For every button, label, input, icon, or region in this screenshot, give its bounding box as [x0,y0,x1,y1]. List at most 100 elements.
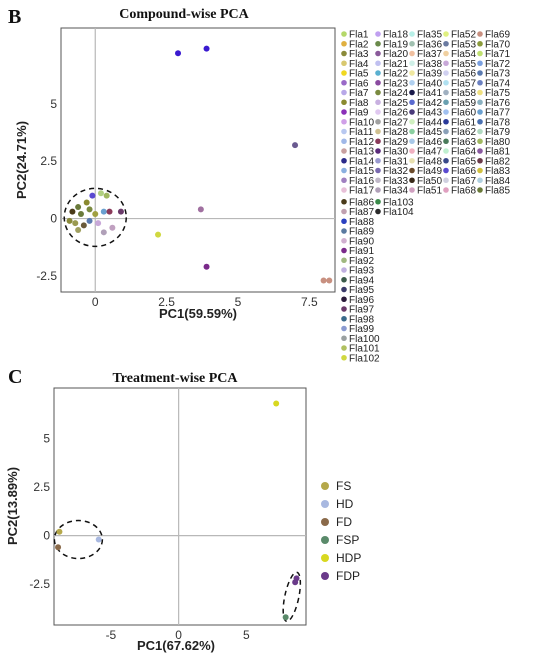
panel-b-point [83,199,90,206]
panel-b-legend-swatch [443,40,449,47]
panel-b-legend-label: Fla56 [451,69,476,80]
panel-b-legend-swatch [341,315,347,322]
panel-b-legend-label: Fla67 [451,176,476,187]
panel-b-point [69,208,76,215]
panel-b-legend-swatch [341,118,347,125]
panel-b-y-ticks: 5 2.5 0 -2.5 [36,97,57,283]
panel-b-legend-swatch [477,138,483,145]
panel-b-legend-label: Fla73 [485,69,510,80]
panel-b-legend-swatch [409,60,415,67]
panel-b-legend-swatch [375,89,381,96]
panel-b-legend-swatch [341,167,347,174]
panel-b-legend-label: Fla48 [417,156,442,167]
panel-b-legend-swatch [409,31,415,37]
panel-b-legend-label: Fla91 [349,246,374,257]
panel-b-legend-swatch [341,286,347,293]
panel-b-point [66,217,73,224]
panel-b-legend-label: Fla36 [417,39,442,50]
panel-c-label: C [8,366,22,388]
panel-c-legend-label: HD [336,497,354,511]
panel-b-legend-label: Fla80 [485,137,510,148]
panel-b-legend-swatch [409,148,415,154]
panel-b-point [72,220,79,227]
panel-b-legend-label: Fla2 [349,39,369,50]
panel-b-legend-swatch [341,31,347,37]
panel-b-legend-label: Fla96 [349,295,374,306]
panel-b-legend-label: Fla89 [349,227,374,238]
panel-b-legend-label: Fla19 [383,39,408,50]
panel-b-legend-swatch [477,99,483,106]
panel-b-legend-label: Fla93 [349,266,374,277]
panel-b-legend-swatch [443,109,449,115]
panel-b-legend-label: Fla104 [383,207,414,218]
panel-b-legend-swatch [477,177,483,184]
panel-b-legend-swatch [341,99,347,106]
panel-b-legend-swatch [375,198,381,205]
panel-b-legend-swatch [375,40,381,47]
panel-b-clusters [63,187,127,248]
panel-b-legend-label: Fla103 [383,197,414,208]
panel-b-legend-swatch [409,167,415,174]
panel-b-legend-label: Fla7 [349,88,369,99]
panel-b-legend-swatch [409,50,415,57]
panel-b-legend-swatch [341,148,347,154]
panel-c-legend-swatch [321,554,329,562]
panel-b-legend-swatch [341,60,347,67]
panel-b-legend-swatch [409,79,415,86]
panel-b-legend-swatch [341,296,347,303]
panel-b-point [100,229,107,236]
panel-b-legend-label: Fla94 [349,275,374,286]
panel-b-legend-swatch [443,31,449,37]
panel-b-legend-swatch [409,118,415,125]
panel-b-legend-label: Fla1 [349,30,369,41]
panel-c-legend-label: FSP [336,533,359,547]
panel-b-legend-label: Fla41 [417,88,442,99]
panel-b-y-tick-label: -2.5 [36,269,57,283]
panel-b-legend-label: Fla82 [485,156,510,167]
panel-b-x-tick-label: 2.5 [158,295,175,309]
panel-b-legend-label: Fla23 [383,78,408,89]
panel-b-legend-label: Fla22 [383,69,408,80]
panel-b-legend-label: Fla98 [349,314,374,325]
panel-c-legend-swatch [321,572,329,580]
panel-b-legend-swatch [375,118,381,125]
panel-b-legend-label: Fla4 [349,59,369,70]
panel-b-legend-label: Fla37 [417,49,442,60]
panel-b-legend-label: Fla57 [451,78,476,89]
panel-b-legend-swatch [341,70,347,76]
panel-b-legend-label: Fla71 [485,49,510,60]
panel-b-legend-label: Fla11 [349,127,374,138]
panel-c-cluster-ellipse-left [53,519,104,560]
panel-c-legend-swatch [321,536,329,544]
panel-b-point [103,192,110,199]
panel-b-legend-label: Fla43 [417,108,442,119]
panel-b-legend-label: Fla29 [383,137,408,148]
panel-b-legend-label: Fla54 [451,49,476,60]
panel-b-legend-swatch [477,157,483,164]
panel-c-point [273,400,280,407]
panel-c-y-tick-label: 0 [43,529,50,543]
panel-b-legend-swatch [375,167,381,174]
panel-b-legend-label: Fla13 [349,147,374,158]
panel-b-point [75,227,82,234]
panel-b-legend-swatch [443,177,449,184]
panel-c-x-ticks: -5 0 5 [106,628,250,642]
panel-b-legend-label: Fla84 [485,176,510,187]
panel-b-legend-label: Fla61 [451,117,476,128]
panel-b-legend-swatch [409,187,415,193]
panel-b-legend-label: Fla33 [383,176,408,187]
panel-c-y-tick-label: 2.5 [33,480,50,494]
panel-b-legend-swatch [341,128,347,135]
panel-b-points [66,45,333,284]
panel-b-cluster-ellipse [63,187,127,248]
panel-b-legend-label: Fla101 [349,344,380,355]
panel-c-legend-label: HDP [336,551,361,565]
panel-b: B Compound-wise PCA 0 2.5 5 7.5 5 2.5 0 -2.5 P… [8,6,510,364]
panel-c-legend-swatch [321,518,329,526]
panel-b-legend-label: Fla18 [383,30,408,41]
panel-b-point [80,222,87,229]
panel-b-legend-swatch [375,187,381,193]
panel-b-legend-swatch [443,167,449,174]
panel-c-x-tick-label: -5 [106,628,117,642]
panel-b-legend-swatch [341,109,347,115]
